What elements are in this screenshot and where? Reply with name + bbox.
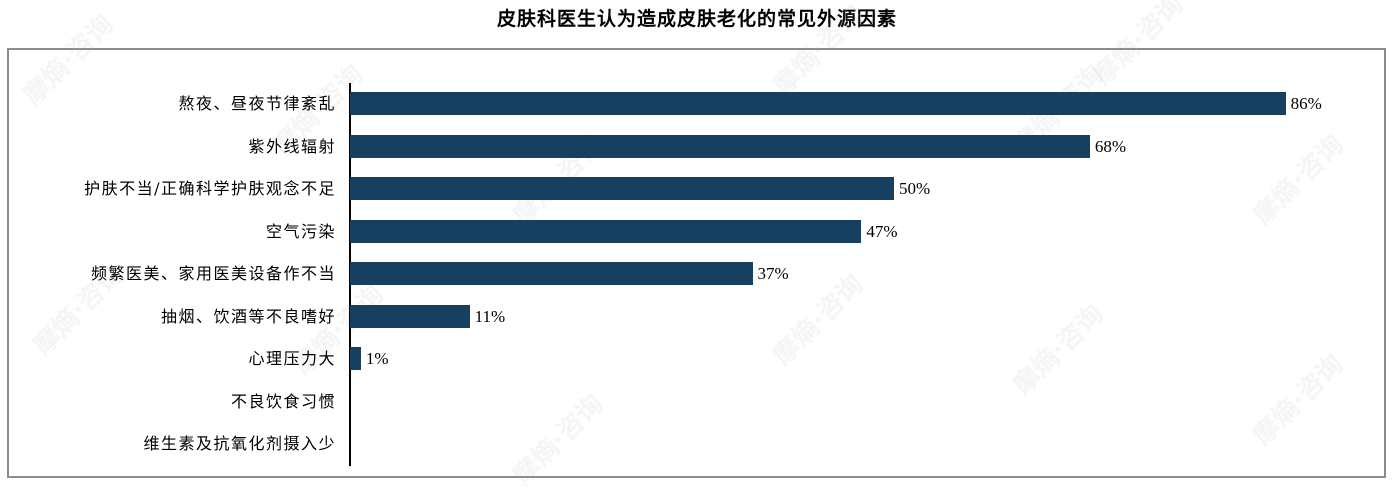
bar-row: 频繁医美、家用医美设备作不当 37%: [0, 262, 1394, 286]
bar-row: 维生素及抗氧化剂摄入少: [0, 432, 1394, 456]
category-label: 维生素及抗氧化剂摄入少: [143, 434, 336, 453]
value-label: 37%: [757, 264, 789, 283]
bar: [350, 219, 862, 243]
category-label: 空气污染: [265, 221, 336, 241]
value-label: 86%: [1290, 94, 1322, 113]
bar: [350, 304, 470, 328]
chart-title: 皮肤科医生认为造成皮肤老化的常见外源因素: [496, 8, 897, 30]
bar-row: 护肤不当/正确科学护肤观念不足 50%: [0, 177, 1394, 201]
bar: [350, 177, 894, 200]
bar: [350, 262, 753, 285]
category-label: 紫外线辐射: [248, 136, 336, 156]
category-label: 护肤不当/正确科学护肤观念不足: [84, 179, 336, 198]
bar-row: 抽烟、饮酒等不良嗜好 11%: [0, 304, 1394, 329]
bar-row: 紫外线辐射 68%: [0, 134, 1394, 159]
value-label: 1%: [365, 349, 389, 368]
bar: [350, 347, 361, 370]
bar-row: 不良饮食习惯: [0, 390, 1394, 414]
category-label: 熬夜、昼夜节律紊乱: [178, 94, 336, 113]
category-label: 频繁医美、家用医美设备作不当: [90, 264, 336, 283]
category-label: 不良饮食习惯: [230, 391, 336, 411]
y-axis-line: [349, 83, 351, 466]
category-label: 心理压力大: [248, 349, 336, 368]
value-label: 68%: [1094, 136, 1126, 156]
value-label: 11%: [474, 306, 506, 326]
bar-row: 熬夜、昼夜节律紊乱 86%: [0, 92, 1394, 116]
bar: [350, 92, 1286, 115]
value-label: 47%: [866, 221, 898, 241]
bar-row: 空气污染 47%: [0, 219, 1394, 244]
bar-row: 心理压力大 1%: [0, 347, 1394, 371]
value-label: 50%: [899, 179, 931, 198]
bar: [350, 134, 1090, 158]
chart-frame: [7, 48, 1386, 478]
category-label: 抽烟、饮酒等不良嗜好: [160, 306, 336, 326]
